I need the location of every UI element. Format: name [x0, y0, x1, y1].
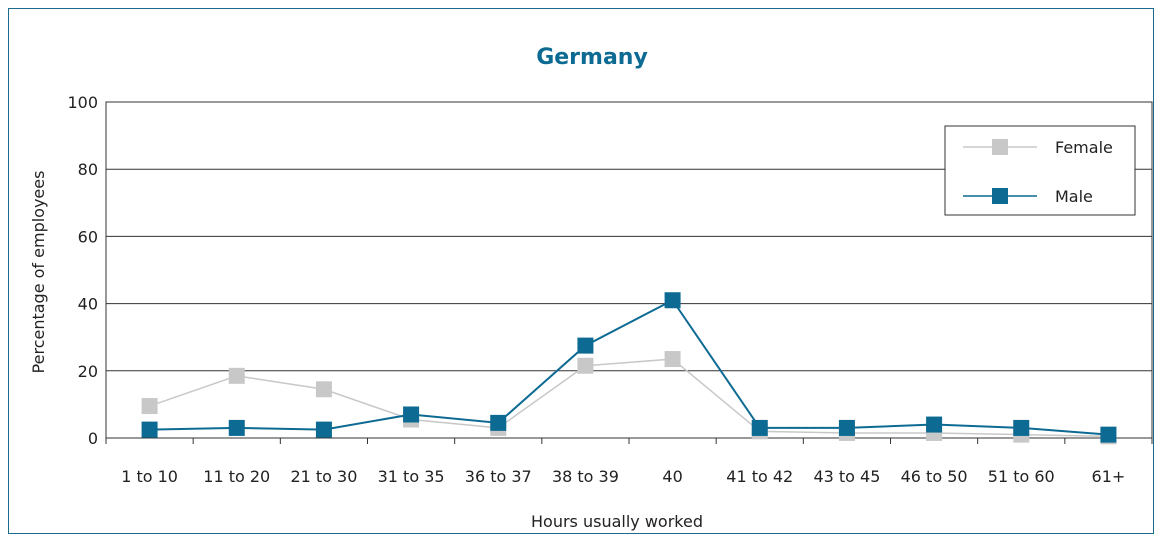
y-tick-label: 20	[78, 362, 98, 381]
x-tick-label: 31 to 35	[378, 467, 445, 486]
data-point	[577, 357, 594, 374]
data-point	[141, 398, 158, 415]
data-point	[838, 419, 855, 436]
y-tick-label: 40	[78, 295, 98, 314]
series-line	[149, 298, 1109, 436]
x-tick-label: 11 to 20	[203, 467, 270, 486]
x-tick-label: 61+	[1092, 467, 1126, 486]
y-axis-label: Percentage of employees	[29, 171, 48, 374]
series-female	[141, 351, 1117, 445]
legend-marker	[992, 188, 1008, 204]
data-point	[1100, 426, 1117, 443]
y-tick-label: 100	[67, 93, 98, 112]
y-tick-label: 60	[78, 227, 98, 246]
x-tick-label: 51 to 60	[988, 467, 1055, 486]
series-line	[149, 358, 1109, 438]
data-point	[315, 421, 332, 438]
x-axis-label: Hours usually worked	[531, 512, 703, 531]
x-tick-label: 1 to 10	[121, 467, 178, 486]
data-point	[664, 351, 681, 368]
data-point	[926, 416, 943, 433]
data-point	[228, 419, 245, 436]
data-point	[751, 419, 768, 436]
legend: Female Male	[944, 125, 1136, 216]
legend-label: Female	[1055, 138, 1113, 157]
legend-box	[944, 125, 1136, 216]
x-axis-ticks: 1 to 10 11 to 20 21 to 30 31 to 35 36 to 37 3…	[105, 438, 1153, 486]
data-point	[315, 381, 332, 398]
data-point	[664, 292, 681, 309]
data-point	[577, 337, 594, 354]
x-tick-label: 38 to 39	[552, 467, 619, 486]
x-tick-label: 46 to 50	[901, 467, 968, 486]
x-tick-label: 36 to 37	[465, 467, 532, 486]
x-tick-label: 40	[662, 467, 682, 486]
y-axis-ticks: 0 20 40 60 80 100	[67, 93, 98, 448]
x-tick-label: 43 to 45	[813, 467, 880, 486]
y-tick-label: 0	[88, 429, 98, 448]
data-point	[228, 367, 245, 384]
chart-frame	[8, 8, 1154, 534]
x-tick-label: 41 to 42	[726, 467, 793, 486]
data-point	[403, 406, 420, 423]
series-male	[141, 292, 1117, 443]
chart-title: Germany	[536, 45, 648, 70]
legend-label: Male	[1055, 187, 1093, 206]
y-tick-label: 80	[78, 160, 98, 179]
data-point	[141, 421, 158, 438]
data-point	[490, 414, 507, 431]
x-tick-label: 21 to 30	[290, 467, 357, 486]
legend-marker	[992, 139, 1008, 155]
series-group	[141, 292, 1117, 445]
data-point	[1013, 419, 1030, 436]
